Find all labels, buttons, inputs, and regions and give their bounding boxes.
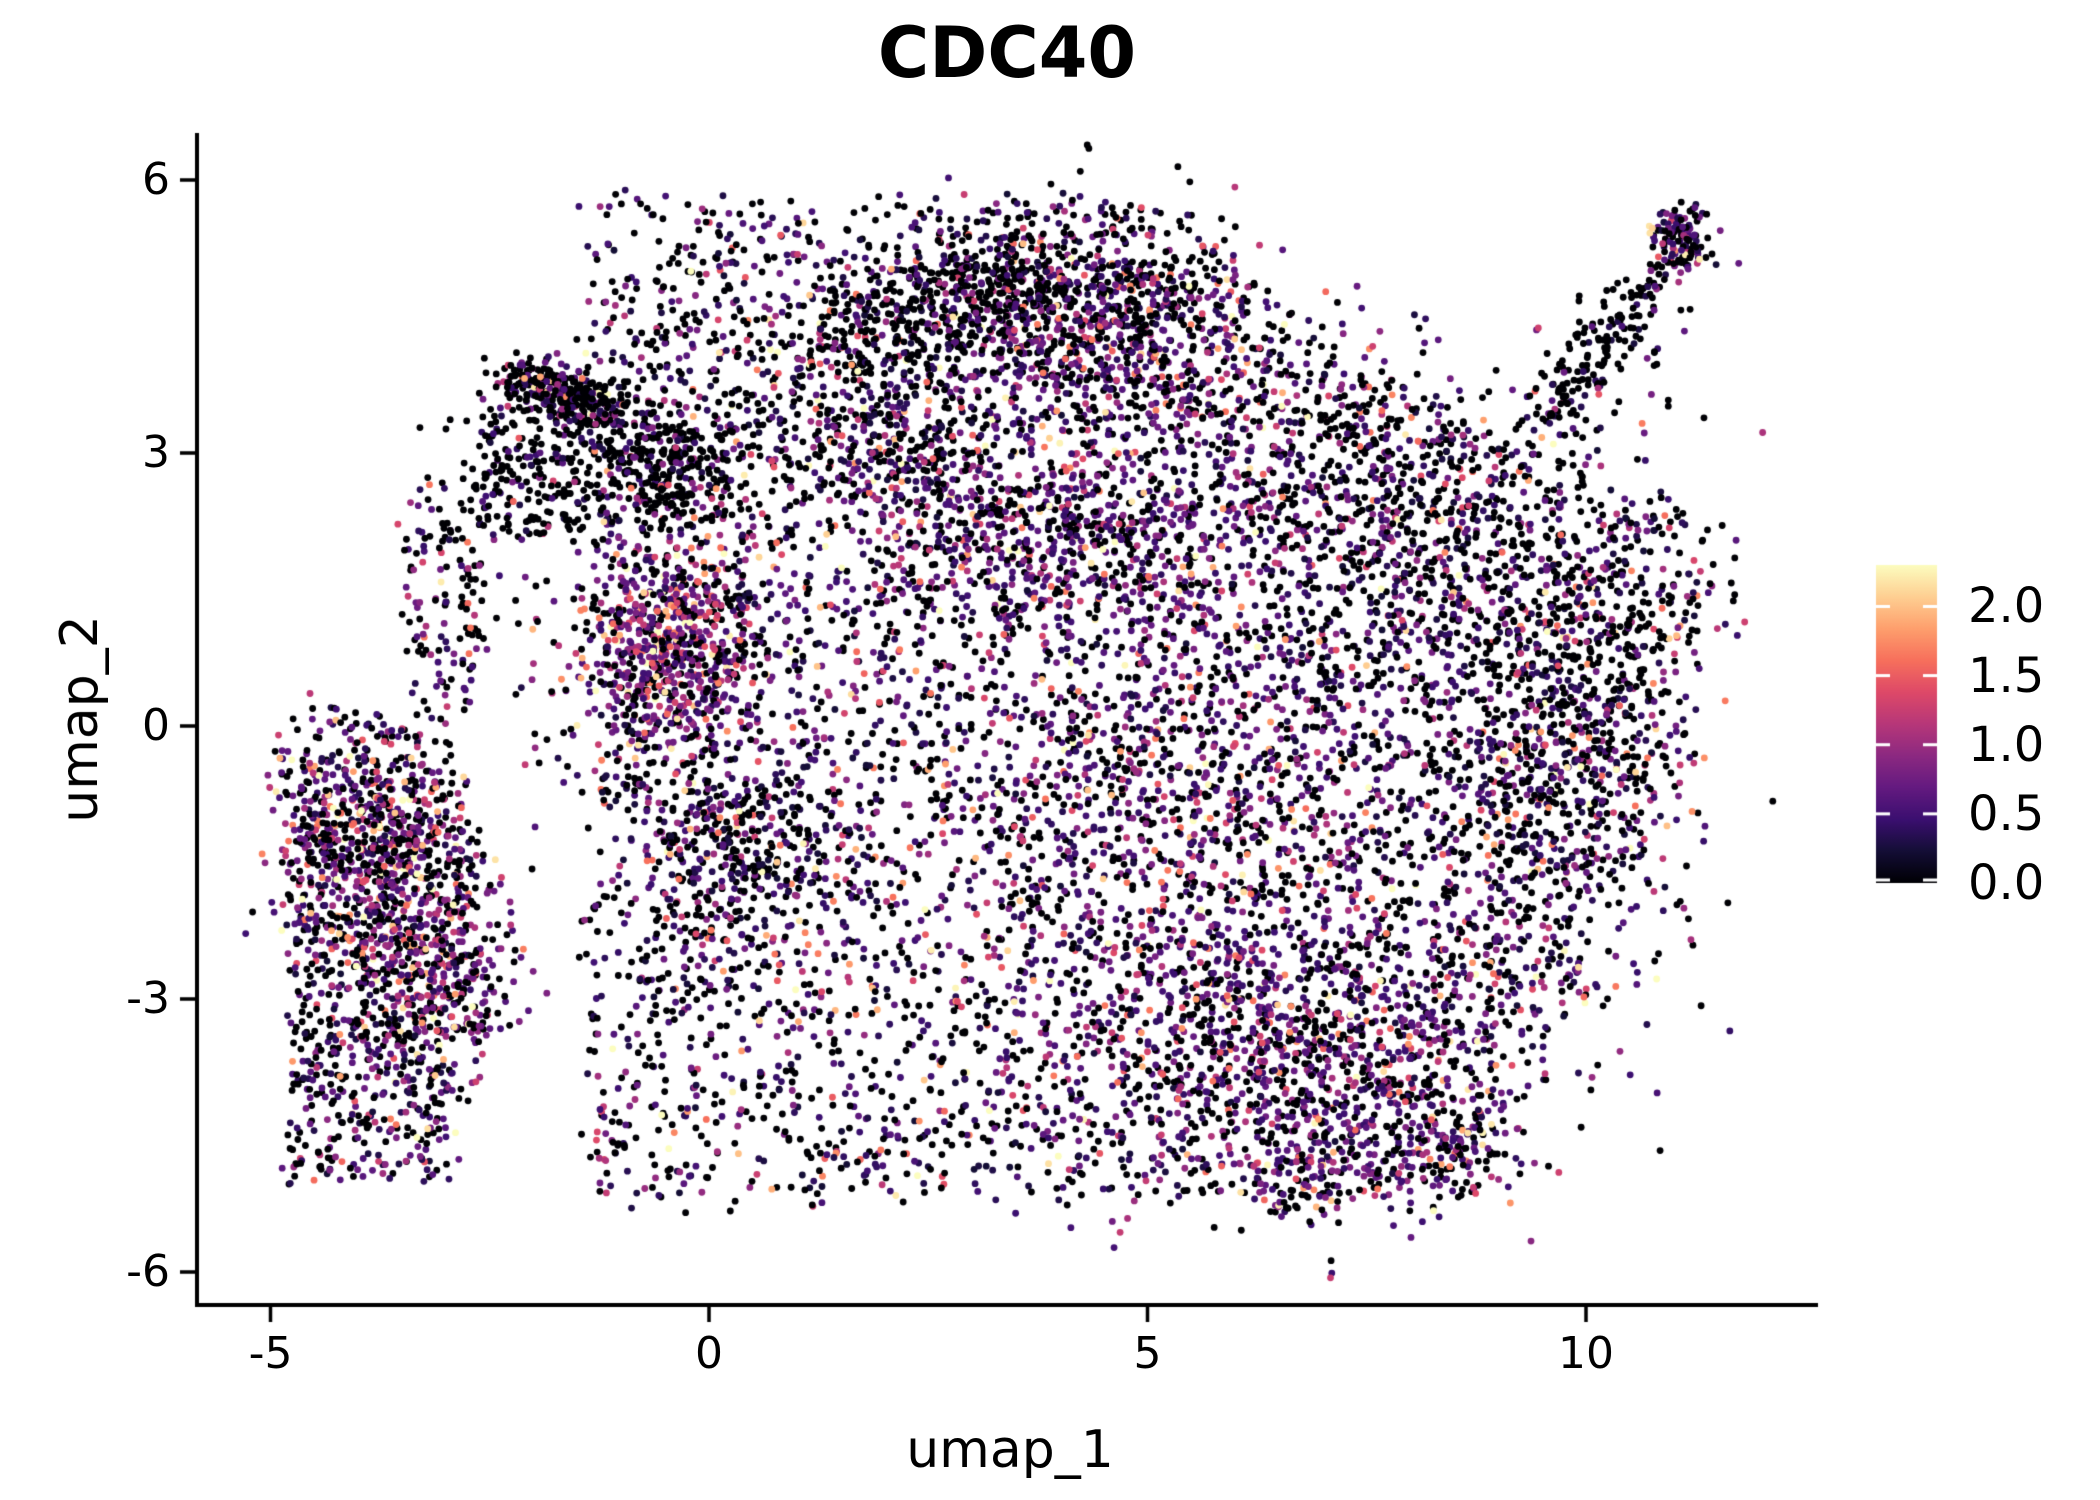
y-tick-label: 0	[142, 700, 170, 751]
y-tick-label: 3	[142, 427, 170, 478]
x-tick-label: -5	[248, 1328, 293, 1379]
colorbar-tick-label: 0.0	[1968, 855, 2045, 911]
colorbar-tick-label: 2.0	[1968, 578, 2045, 635]
colorbar-tick-label: 1.0	[1968, 716, 2045, 773]
x-tick-label: 10	[1558, 1328, 1614, 1379]
x-axis-label: umap_1	[906, 1420, 1114, 1480]
y-tick-label: -3	[126, 973, 170, 1024]
colorbar-tick-label: 1.5	[1968, 647, 2045, 704]
y-tick-label: -6	[126, 1246, 170, 1297]
y-axis-label: umap_2	[50, 615, 110, 823]
x-tick-label: 5	[1133, 1328, 1162, 1379]
colorbar-tick-label: 0.5	[1968, 785, 2045, 842]
y-tick-label: 6	[142, 154, 170, 205]
plot-title: CDC40	[877, 12, 1137, 94]
x-tick-label: 0	[695, 1328, 723, 1379]
